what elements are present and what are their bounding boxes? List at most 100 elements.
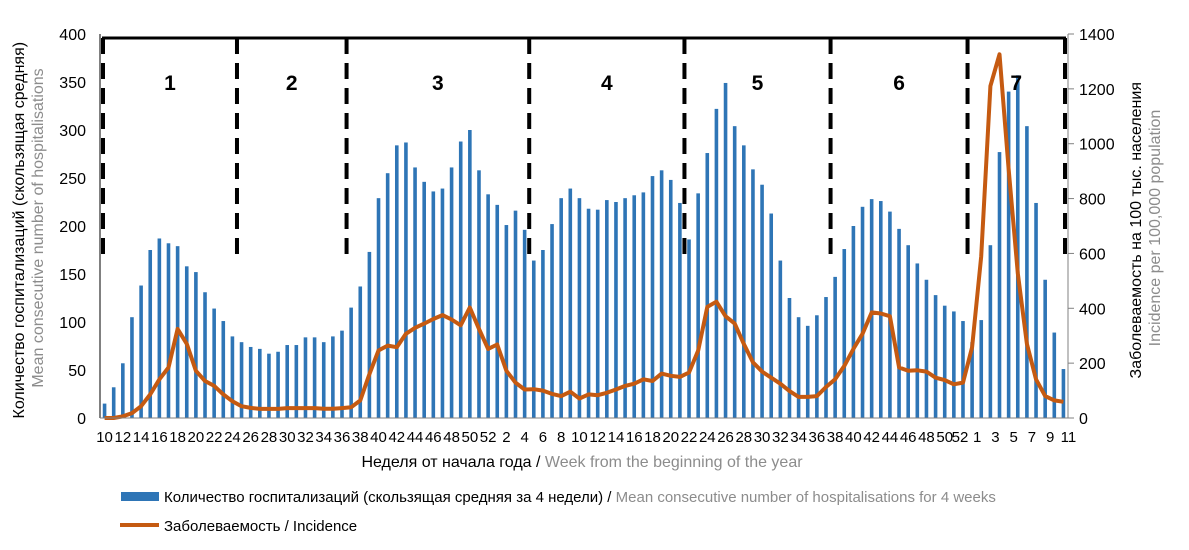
bar-week-16 [248,346,253,418]
bar-week-0 [102,403,107,418]
left-tick-label: 50 [68,363,86,380]
left-tick-label: 350 [59,75,86,92]
left-tick-label: 150 [59,267,86,284]
bar-week-53 [586,208,591,418]
x-tick-label: 38 [352,429,369,446]
bar-week-91 [933,295,938,418]
x-title-sep: / [532,454,545,471]
bar-week-43 [495,204,500,418]
y-left-title-en: Mean consecutive number of hospitalisati… [30,68,47,387]
bar-week-36 [431,191,436,418]
left-tick-label: 200 [59,219,86,236]
bar-week-45 [513,210,518,418]
bar-week-92 [942,305,947,418]
x-tick-label: 12 [114,429,131,446]
period-label-4: 4 [601,72,613,95]
left-axis-ticks: 0 50 100 150 200 250 300 350 400 [59,27,86,428]
x-tick-label: 40 [845,429,862,446]
bar-week-94 [961,321,965,418]
period-label-6: 6 [893,72,905,95]
bar-week-41 [477,170,481,418]
right-tick-label: 0 [1079,411,1088,428]
bar-week-72 [760,184,764,418]
x-tick-label: 20 [188,429,205,446]
bar-week-80 [833,276,837,418]
x-tick-label: 28 [735,429,752,446]
bar-week-19 [276,351,280,418]
x-tick-label: 52 [480,429,497,446]
bar-week-37 [440,188,445,418]
bar-week-22 [303,337,308,418]
bar-week-29 [367,251,372,418]
bar-week-17 [258,348,262,418]
x-tick-label: 36 [334,429,351,446]
x-tick-label: 12 [589,429,606,446]
x-tick-label: 24 [699,429,716,446]
x-tick-label: 50 [936,429,953,446]
bar-week-30 [376,198,381,418]
bar-week-38 [449,167,454,418]
right-tick-label: 400 [1079,301,1106,318]
right-tick-label: 800 [1079,192,1106,209]
bar-week-85 [878,201,883,418]
bar-week-84 [869,199,874,418]
x-tick-label: 36 [809,429,826,446]
bar-week-100 [1015,75,1020,418]
bar-week-96 [979,320,984,418]
x-tick-label: 9 [1046,429,1054,446]
bar-week-75 [787,298,792,418]
bar-week-104 [1052,332,1057,418]
bar-week-50 [559,198,563,418]
bar-week-7 [166,243,171,418]
bar-week-42 [486,194,490,418]
bar-week-65 [696,193,700,418]
bar-week-57 [623,198,627,418]
x-tick-label: 14 [133,429,150,446]
bar-week-2 [121,363,125,418]
y-left-title-ru: Количество госпитализаций (скользящая ср… [11,42,28,419]
x-tick-label: 50 [462,429,479,446]
bar-week-49 [550,224,554,418]
x-tick-label: 18 [644,429,661,446]
right-tick-label: 1400 [1079,27,1115,44]
bar-week-12 [212,308,216,418]
period-dividers [101,36,1067,260]
x-tick-label: 44 [882,429,899,446]
x-tick-label: 22 [206,429,223,446]
period-label-5: 5 [752,72,764,95]
bar-week-93 [952,311,956,418]
period-label-3: 3 [432,72,444,95]
bar-week-52 [577,198,582,418]
period-label-7: 7 [1010,72,1022,95]
bar-week-5 [148,250,153,418]
y-right-title-ru: Заболеваемость на 100 тыс. населения [1128,82,1145,378]
bar-week-56 [614,202,618,418]
bar-week-44 [504,225,509,418]
bar-week-79 [824,297,828,418]
bar-week-51 [568,188,573,418]
bar-week-14 [230,336,235,418]
right-tick-label: 1200 [1079,82,1115,99]
x-tick-label: 11 [1061,429,1077,446]
bar-week-97 [988,245,993,418]
bar-week-54 [595,209,600,418]
x-tick-label: 20 [662,429,679,446]
bar-week-3 [130,317,134,418]
x-title-ru: Неделя от начала года [361,454,531,471]
bar-week-66 [705,153,710,419]
x-tick-label: 24 [224,429,241,446]
x-tick-label: 44 [407,429,424,446]
x-tick-label: 16 [626,429,643,446]
bar-week-33 [404,142,408,419]
bar-week-60 [650,176,655,418]
bar-week-69 [732,126,737,418]
bar-week-13 [221,321,226,418]
bar-week-89 [915,263,920,418]
x-tick-label: 52 [952,429,969,446]
x-tick-label: 4 [520,429,528,446]
x-tick-label: 5 [1009,429,1017,446]
bar-week-67 [714,108,719,418]
x-title-en: Week from the beginning of the year [545,454,803,471]
bar-week-103 [1043,279,1047,418]
